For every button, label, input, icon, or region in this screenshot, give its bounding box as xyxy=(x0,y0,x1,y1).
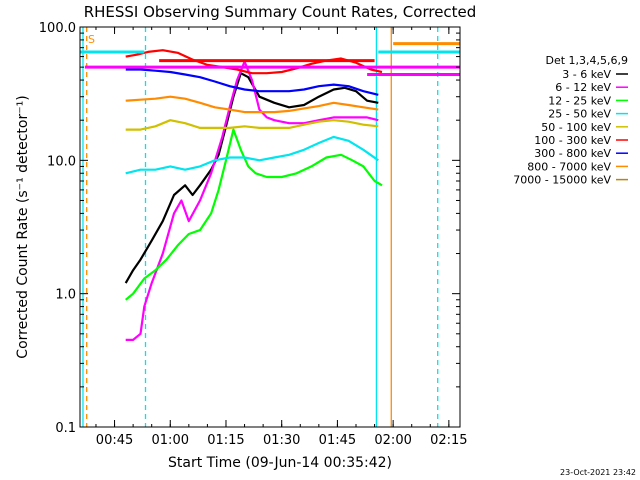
y-tick-label-1: 1.0 xyxy=(55,288,76,303)
plot-content xyxy=(80,27,460,427)
x-axis: 00:45 01:00 01:15 01:30 01:45 02:00 02:15 xyxy=(95,27,468,448)
x-tick-label-4: 01:45 xyxy=(319,433,356,448)
legend-label-6: 300 - 800 keV xyxy=(534,147,611,160)
series-line-4 xyxy=(125,119,379,131)
legend-title: Det 1,3,4,5,6,9 xyxy=(545,54,628,67)
x-tick-label-3: 01:30 xyxy=(263,433,300,448)
legend-label-2: 12 - 25 keV xyxy=(548,94,611,107)
legend-label-7: 800 - 7000 keV xyxy=(527,160,611,173)
legend-label-1: 6 - 12 keV xyxy=(555,81,611,94)
legend-label-0: 3 - 6 keV xyxy=(562,68,611,81)
timestamp: 23-Oct-2021 23:42 xyxy=(560,468,636,477)
x-tick-label-2: 01:15 xyxy=(207,433,244,448)
x-tick-label-1: 01:00 xyxy=(152,433,189,448)
x-tick-label-6: 02:15 xyxy=(430,433,467,448)
legend-label-5: 100 - 300 keV xyxy=(534,134,611,147)
x-axis-label: Start Time (09-Jun-14 00:35:42) xyxy=(168,455,392,471)
y-tick-label-0: 0.1 xyxy=(55,421,76,436)
y-tick-label-3: 100.0 xyxy=(39,21,76,36)
series-line-7 xyxy=(125,95,379,114)
series-line-5 xyxy=(125,49,383,75)
y-tick-label-2: 10.0 xyxy=(47,154,76,169)
y-axis: 0.1 1.0 10.0 100.0 xyxy=(39,21,460,436)
series-line-3 xyxy=(125,135,379,175)
legend-label-3: 25 - 50 keV xyxy=(548,108,611,121)
corner-flag: S xyxy=(88,33,95,46)
x-tick-label-0: 00:45 xyxy=(96,433,133,448)
series-line-1 xyxy=(125,60,379,341)
chart-title: RHESSI Observing Summary Count Rates, Co… xyxy=(84,3,477,21)
plot-layer xyxy=(80,27,460,427)
legend-label-4: 50 - 100 keV xyxy=(541,121,611,134)
series-line-6 xyxy=(125,68,379,96)
plot-frame xyxy=(79,26,461,428)
series-line-2 xyxy=(125,128,383,301)
legend-label-8: 7000 - 15000 keV xyxy=(513,174,611,187)
y-axis-label: Corrected Count Rate (s⁻¹ detector⁻¹) xyxy=(15,95,31,358)
x-tick-label-5: 02:00 xyxy=(374,433,411,448)
